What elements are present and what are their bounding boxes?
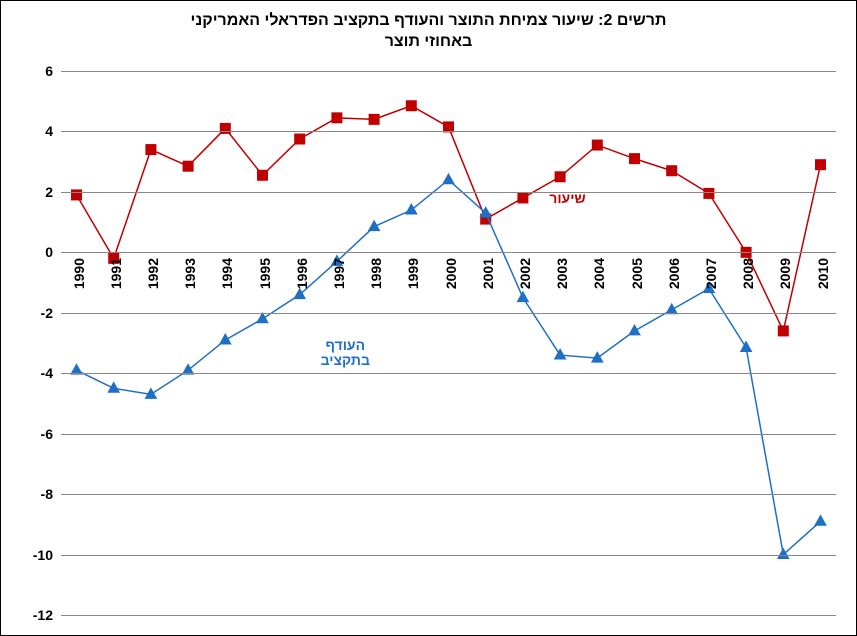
series-marker [443,174,454,184]
gridline [61,373,836,374]
x-tick-label: 2004 [591,258,607,289]
series-marker [778,326,788,336]
series-label: העודףבתקציב [321,338,370,369]
gridline [61,615,836,616]
x-tick-label: 2002 [517,258,533,289]
y-tick-label: -2 [41,305,53,321]
series-marker [369,114,379,124]
series-marker [741,342,752,352]
y-tick-label: -6 [41,426,53,442]
series-marker [517,292,528,302]
series-marker [592,140,602,150]
x-tick-label: 1990 [71,258,87,289]
x-tick-label: 1997 [331,258,347,289]
chart-title: תרשים 2: שיעור צמיחת התוצר והעודף בתקציב… [1,11,856,53]
series-marker [555,172,565,182]
series-marker [406,101,416,111]
series-line [77,106,821,331]
series-marker [629,325,640,335]
x-tick-label: 2007 [703,258,719,289]
gridline [61,434,836,435]
series-marker [406,204,417,214]
x-tick-label: 2008 [740,258,756,289]
series-marker [444,122,454,132]
gridline [61,252,836,253]
x-tick-label: 2001 [480,258,496,289]
series-marker [294,289,305,299]
gridline [61,71,836,72]
plot-svg [61,71,836,615]
x-tick-label: 2005 [629,258,645,289]
x-tick-label: 2006 [666,258,682,289]
x-tick-label: 2010 [815,258,831,289]
x-tick-label: 1992 [145,258,161,289]
x-tick-label: 1994 [219,258,235,289]
chart-container: תרשים 2: שיעור צמיחת התוצר והעודף בתקציב… [0,0,857,636]
x-tick-label: 1999 [405,258,421,289]
y-tick-label: -8 [41,486,53,502]
series-marker [295,134,305,144]
gridline [61,131,836,132]
series-marker [220,334,231,344]
x-tick-label: 1995 [257,258,273,289]
series-label: שיעור [549,191,585,206]
series-marker [704,188,714,198]
x-tick-label: 1996 [294,258,310,289]
plot-area: 6420-2-4-6-8-10-121990199119921993199419… [61,71,836,615]
x-tick-label: 2003 [554,258,570,289]
y-tick-label: 6 [45,63,53,79]
series-marker [630,154,640,164]
x-tick-label: 2009 [777,258,793,289]
x-tick-label: 1991 [108,258,124,289]
y-tick-label: -10 [33,547,53,563]
series-marker [555,349,566,359]
x-tick-label: 2000 [443,258,459,289]
series-marker [667,166,677,176]
series-marker [518,193,528,203]
series-marker [816,160,826,170]
series-marker [108,382,119,392]
y-tick-label: -4 [41,365,53,381]
y-tick-label: -12 [33,607,53,623]
series-marker [183,161,193,171]
series-marker [332,113,342,123]
y-tick-label: 2 [45,184,53,200]
series-marker [815,515,826,525]
x-tick-label: 1993 [182,258,198,289]
x-tick-label: 1998 [368,258,384,289]
gridline [61,494,836,495]
series-marker [257,313,268,323]
gridline [61,555,836,556]
gridline [61,313,836,314]
series-marker [146,145,156,155]
y-tick-label: 4 [45,123,53,139]
y-tick-label: 0 [45,244,53,260]
series-marker [258,170,268,180]
gridline [61,192,836,193]
